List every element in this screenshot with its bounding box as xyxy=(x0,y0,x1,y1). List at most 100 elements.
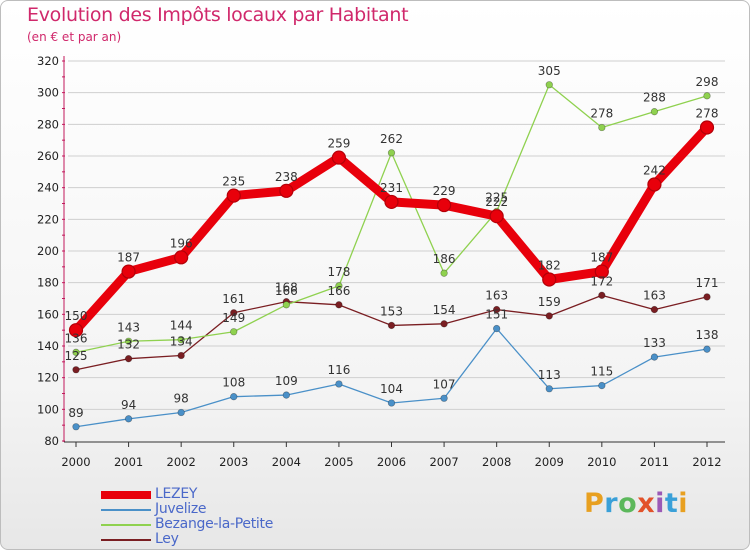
data-point xyxy=(226,188,241,203)
data-label: 98 xyxy=(174,392,189,406)
data-label: 159 xyxy=(538,295,561,309)
logo-letter: x xyxy=(637,488,656,519)
legend-label: Ley xyxy=(155,531,179,547)
data-label: 196 xyxy=(170,236,193,250)
data-point xyxy=(72,423,80,431)
data-point xyxy=(335,301,343,309)
x-tick-label: 2001 xyxy=(114,455,143,469)
legend-label: Juvelize xyxy=(155,501,207,517)
data-label: 229 xyxy=(433,184,456,198)
data-label: 166 xyxy=(275,284,298,298)
y-tick-label: 160 xyxy=(37,307,59,321)
data-point xyxy=(282,391,290,399)
data-label: 168 xyxy=(275,281,298,295)
data-point xyxy=(489,209,504,224)
data-label: 149 xyxy=(222,311,245,325)
data-label: 172 xyxy=(590,274,613,288)
data-label: 298 xyxy=(696,75,719,89)
logo-letter: i xyxy=(655,488,665,519)
data-label: 163 xyxy=(643,289,666,303)
axes xyxy=(62,56,725,447)
data-label: 153 xyxy=(380,304,403,318)
data-label: 104 xyxy=(380,382,403,396)
data-label: 115 xyxy=(590,365,613,379)
data-point xyxy=(650,353,659,361)
logo-letter: o xyxy=(618,488,638,519)
logo-letter: i xyxy=(678,488,689,519)
x-tick-label: 2009 xyxy=(535,455,564,469)
data-label: 235 xyxy=(222,175,245,189)
data-point xyxy=(387,149,396,157)
data-label: 113 xyxy=(538,368,561,382)
data-point xyxy=(230,328,238,336)
data-label: 136 xyxy=(65,331,88,345)
data-point xyxy=(335,282,343,290)
data-point xyxy=(598,291,606,299)
data-point xyxy=(440,269,448,277)
legend-swatch xyxy=(101,532,151,547)
y-tick-label: 80 xyxy=(44,434,59,448)
y-tick-label: 260 xyxy=(37,149,59,163)
data-point xyxy=(387,321,396,330)
data-point xyxy=(594,264,609,279)
x-tick-label: 2008 xyxy=(482,455,511,469)
x-tick-label: 2012 xyxy=(692,455,721,469)
y-tick-label: 240 xyxy=(37,181,59,195)
data-label: 161 xyxy=(222,292,245,306)
data-label: 187 xyxy=(590,251,613,265)
x-tick-label: 2000 xyxy=(61,455,90,469)
data-point xyxy=(650,108,659,116)
data-label: 259 xyxy=(327,137,350,151)
x-tick-label: 2010 xyxy=(587,455,616,469)
series-line-lezey xyxy=(71,123,712,335)
data-label: 242 xyxy=(643,164,666,178)
data-label: 288 xyxy=(643,91,666,105)
data-point xyxy=(436,197,452,213)
x-tick-label: 2007 xyxy=(429,455,458,469)
data-label: 134 xyxy=(170,335,193,349)
x-tick-label: 2006 xyxy=(377,455,406,469)
data-point xyxy=(177,408,185,417)
y-tick-label: 120 xyxy=(37,371,59,385)
logo-letter: t xyxy=(664,488,679,519)
data-point xyxy=(124,415,133,423)
data-label: 171 xyxy=(696,276,719,290)
data-point xyxy=(121,264,136,279)
data-point xyxy=(230,309,238,317)
logo-letter: P xyxy=(584,488,605,519)
data-point xyxy=(331,150,347,165)
legend-swatch xyxy=(101,487,151,502)
data-point xyxy=(542,272,557,287)
data-point xyxy=(703,92,711,100)
data-point xyxy=(703,293,711,301)
tick-labels: 80 100 120 140 160 180 200 220 240 260 280 300 320 20… xyxy=(37,54,722,469)
data-label: 222 xyxy=(485,195,508,209)
data-label: 187 xyxy=(117,251,140,265)
data-label: 186 xyxy=(433,252,456,266)
data-label: 154 xyxy=(433,303,456,317)
data-label: 262 xyxy=(380,132,403,146)
data-label: 116 xyxy=(327,363,350,377)
data-label: 109 xyxy=(275,374,298,388)
data-label: 143 xyxy=(117,320,140,334)
data-point xyxy=(124,337,133,345)
data-point xyxy=(598,123,606,132)
x-tick-label: 2003 xyxy=(219,455,248,469)
data-label: 278 xyxy=(696,107,719,121)
data-point xyxy=(493,305,501,314)
y-tick-label: 140 xyxy=(37,339,59,353)
data-point xyxy=(72,348,80,356)
data-point xyxy=(699,120,715,135)
data-label: 107 xyxy=(433,377,456,391)
data-point xyxy=(177,336,185,344)
data-label: 278 xyxy=(590,107,613,121)
data-point xyxy=(384,194,399,210)
data-point xyxy=(647,177,662,192)
x-tick-label: 2004 xyxy=(272,455,301,469)
y-tick-label: 200 xyxy=(37,244,59,258)
y-tick-label: 180 xyxy=(37,276,59,290)
x-tick-label: 2002 xyxy=(167,455,196,469)
y-tick-label: 220 xyxy=(37,212,59,226)
data-point xyxy=(598,381,606,390)
